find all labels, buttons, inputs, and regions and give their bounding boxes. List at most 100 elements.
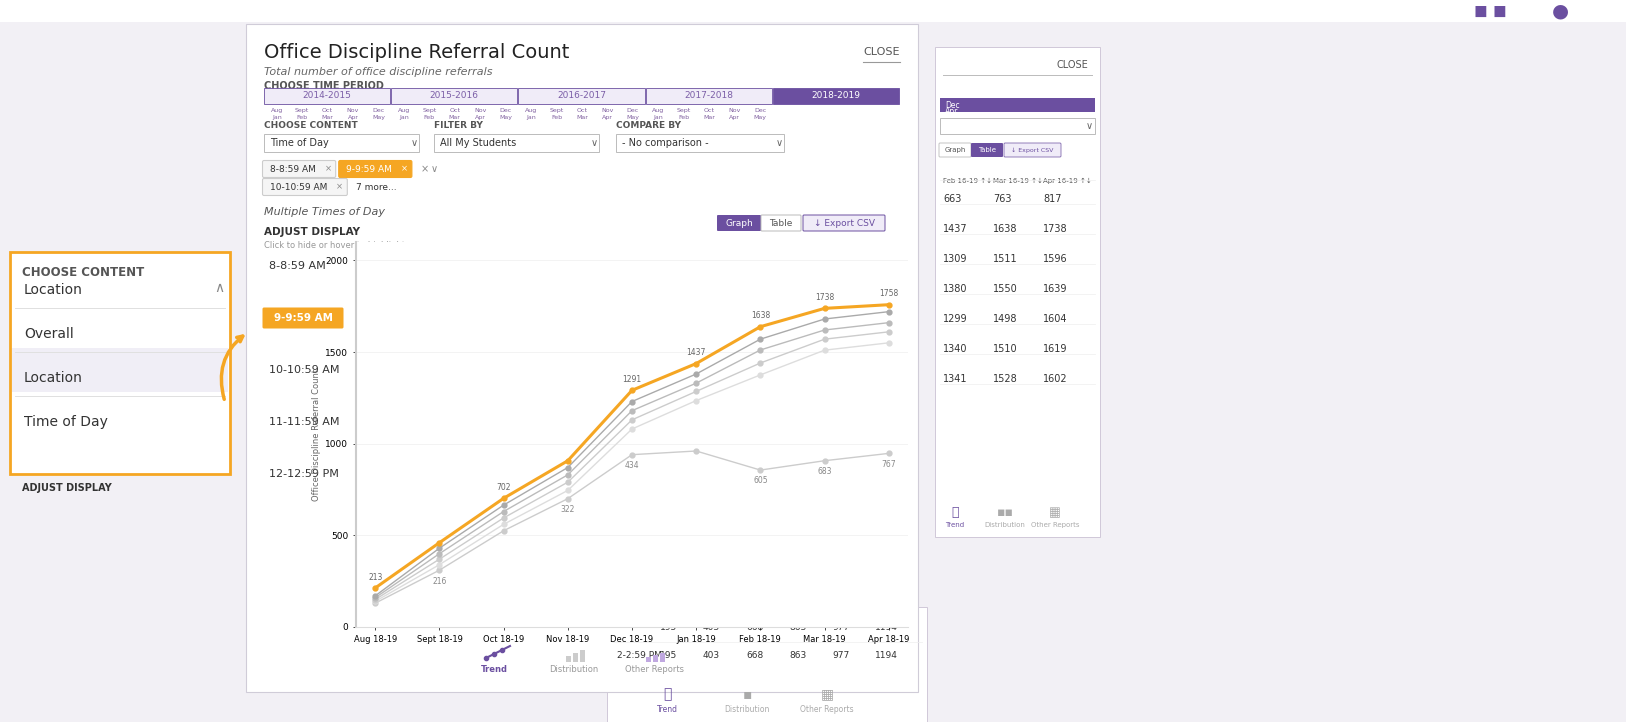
FancyBboxPatch shape [971, 143, 1003, 157]
Text: Jan: Jan [654, 115, 663, 120]
Text: 2-2:59 PM: 2-2:59 PM [616, 651, 662, 659]
Text: Jan: Jan [398, 115, 408, 120]
Text: 2014-2015: 2014-2015 [302, 92, 351, 100]
Text: Trend: Trend [481, 666, 507, 674]
Text: ADJUST DISPLAY: ADJUST DISPLAY [263, 227, 359, 237]
Text: Feb: Feb [805, 115, 816, 120]
Text: Distribution: Distribution [550, 666, 598, 674]
Text: CLOSE: CLOSE [863, 47, 901, 57]
Text: 195: 195 [660, 622, 678, 632]
Text: 977: 977 [833, 651, 849, 659]
Text: ∨: ∨ [431, 164, 437, 174]
Text: 668: 668 [746, 622, 763, 632]
Text: table: table [728, 251, 753, 261]
Bar [646, 657, 650, 662]
Text: Dec: Dec [372, 108, 385, 113]
Text: 213: 213 [367, 573, 382, 583]
Text: 1437: 1437 [943, 224, 967, 234]
Text: 2016-2017: 2016-2017 [558, 92, 606, 100]
Text: Oct: Oct [577, 108, 587, 113]
Text: Oct: Oct [831, 108, 842, 113]
Text: ×: × [421, 164, 429, 174]
Text: ▦: ▦ [821, 687, 834, 701]
Text: 10-10:59 AM: 10-10:59 AM [268, 365, 340, 375]
Text: Sept: Sept [550, 108, 564, 113]
Text: 1619: 1619 [1042, 344, 1068, 354]
Text: May: May [499, 115, 512, 120]
Text: 1604: 1604 [1042, 314, 1068, 324]
FancyBboxPatch shape [717, 215, 761, 231]
Text: 817: 817 [1042, 194, 1062, 204]
Text: Graph: Graph [725, 219, 753, 227]
Text: Apr: Apr [857, 115, 867, 120]
Text: ×: × [402, 165, 408, 173]
FancyBboxPatch shape [761, 215, 802, 231]
Text: Apr: Apr [728, 115, 740, 120]
Text: Mar: Mar [322, 115, 333, 120]
Text: That's a lot of data! Try adding filters or switching to a: That's a lot of data! Try adding filters… [488, 251, 753, 261]
Text: 1596: 1596 [1042, 254, 1068, 264]
Text: May: May [372, 115, 385, 120]
Text: Dec: Dec [499, 108, 512, 113]
Text: FILTER BY: FILTER BY [434, 121, 483, 130]
Text: ↓ Export CSV: ↓ Export CSV [813, 219, 875, 227]
Text: Mar: Mar [831, 115, 842, 120]
Text: ∨: ∨ [590, 138, 598, 148]
Text: ADJUST DISPLAY: ADJUST DISPLAY [23, 483, 112, 493]
Text: 322: 322 [561, 505, 576, 514]
Text: 767: 767 [881, 460, 896, 469]
Text: Dec: Dec [881, 108, 893, 113]
Text: Mar: Mar [704, 115, 715, 120]
Text: Mar 16-19 ↑↓: Mar 16-19 ↑↓ [993, 178, 1042, 184]
Text: 11-11:59 AM: 11-11:59 AM [268, 417, 340, 427]
Text: Office Discipline Referral Count: Office Discipline Referral Count [263, 43, 569, 61]
FancyBboxPatch shape [262, 160, 335, 178]
Text: Trend: Trend [657, 705, 678, 715]
Text: Overall: Overall [24, 327, 73, 341]
Bar [616, 134, 784, 152]
Text: ∨: ∨ [776, 138, 784, 148]
Text: Dec: Dec [945, 100, 959, 110]
Text: Oct: Oct [704, 108, 715, 113]
Text: Oct: Oct [449, 108, 460, 113]
Text: Feb: Feb [678, 115, 689, 120]
Text: 434: 434 [624, 461, 639, 470]
Bar [940, 98, 1094, 112]
Text: Other Reports: Other Reports [800, 705, 854, 715]
Text: ▪: ▪ [743, 687, 751, 701]
Bar [434, 134, 598, 152]
Text: Click to hide or hover to highlight: Click to hide or hover to highlight [263, 240, 405, 250]
Text: 7 more...: 7 more... [356, 183, 397, 191]
Text: Apr: Apr [348, 115, 358, 120]
Text: Mar: Mar [576, 115, 589, 120]
Text: - No comparison -: - No comparison - [623, 138, 709, 148]
Text: 1291: 1291 [623, 375, 642, 384]
Text: 〜: 〜 [951, 507, 959, 520]
Text: 1638: 1638 [751, 311, 771, 321]
Bar [10, 252, 229, 474]
Text: 1194: 1194 [875, 622, 898, 632]
Text: COMPARE BY: COMPARE BY [616, 121, 681, 130]
Text: 403: 403 [702, 651, 720, 659]
Text: May: May [881, 115, 894, 120]
Text: Apr: Apr [945, 107, 958, 116]
Text: 〜: 〜 [663, 687, 672, 701]
Text: 403: 403 [702, 622, 720, 632]
Text: Sept: Sept [803, 108, 818, 113]
FancyBboxPatch shape [460, 244, 816, 268]
FancyBboxPatch shape [1003, 143, 1062, 157]
Bar [654, 655, 659, 662]
Text: 605: 605 [753, 477, 767, 485]
Text: 216: 216 [433, 577, 447, 586]
Bar [772, 88, 899, 104]
Text: 8-8:59 AM: 8-8:59 AM [268, 261, 325, 271]
Text: Jan: Jan [527, 115, 537, 120]
Text: 12-12:59 PM: 12-12:59 PM [268, 469, 338, 479]
Text: Nov: Nov [855, 108, 868, 113]
Text: 1638: 1638 [993, 224, 1018, 234]
FancyBboxPatch shape [803, 215, 885, 231]
Text: 8-8:59 AM: 8-8:59 AM [270, 165, 315, 173]
Text: Distribution: Distribution [724, 705, 769, 715]
Text: 1498: 1498 [993, 314, 1018, 324]
Text: Feb: Feb [424, 115, 434, 120]
